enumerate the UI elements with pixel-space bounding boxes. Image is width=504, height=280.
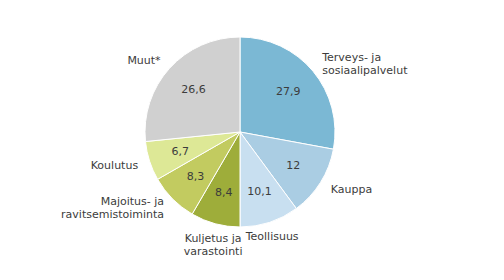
category-label: Kauppa <box>331 182 372 195</box>
data-label: 26,6 <box>181 83 206 96</box>
category-label: Teollisuus <box>245 230 299 243</box>
data-label: 8,3 <box>187 170 205 183</box>
category-label-line: Teollisuus <box>245 230 299 243</box>
category-label: Kuljetus javarastointi <box>184 231 243 257</box>
pie-slice <box>145 37 240 142</box>
category-label-line: ravitsemistoiminta <box>61 207 164 220</box>
category-label: Terveys- jasosiaalipalvelut <box>321 51 408 77</box>
pie-chart: 27,9 Terveys- jasosiaalipalvelut 12 Kauppa 1… <box>0 0 504 280</box>
category-label-line: Majoitus- ja <box>101 194 164 207</box>
chart-container: 27,9 Terveys- jasosiaalipalvelut 12 Kauppa 1… <box>0 0 504 280</box>
data-label: 27,9 <box>276 85 301 98</box>
category-label-line: Koulutus <box>91 158 139 171</box>
background <box>0 0 504 280</box>
category-label-line: Muut* <box>127 54 161 67</box>
category-label-line: sosiaalipalvelut <box>322 64 408 77</box>
category-label-line: varastointi <box>184 244 243 257</box>
category-label: Majoitus- jaravitsemistoiminta <box>61 194 164 220</box>
category-label: Muut* <box>127 54 161 67</box>
category-label: Koulutus <box>91 158 139 171</box>
category-label-line: Kuljetus ja <box>185 231 242 244</box>
pie-slice <box>240 37 335 149</box>
labels: 27,9 Terveys- jasosiaalipalvelut 12 Kauppa 1… <box>61 51 408 258</box>
category-label-line: Terveys- ja <box>321 51 381 64</box>
data-label: 6,7 <box>172 145 190 158</box>
data-label: 12 <box>286 159 300 172</box>
data-label: 10,1 <box>247 185 272 198</box>
category-label-line: Kauppa <box>331 182 372 195</box>
data-label: 8,4 <box>215 186 233 199</box>
pie-slice <box>240 132 296 227</box>
slices <box>145 37 335 227</box>
